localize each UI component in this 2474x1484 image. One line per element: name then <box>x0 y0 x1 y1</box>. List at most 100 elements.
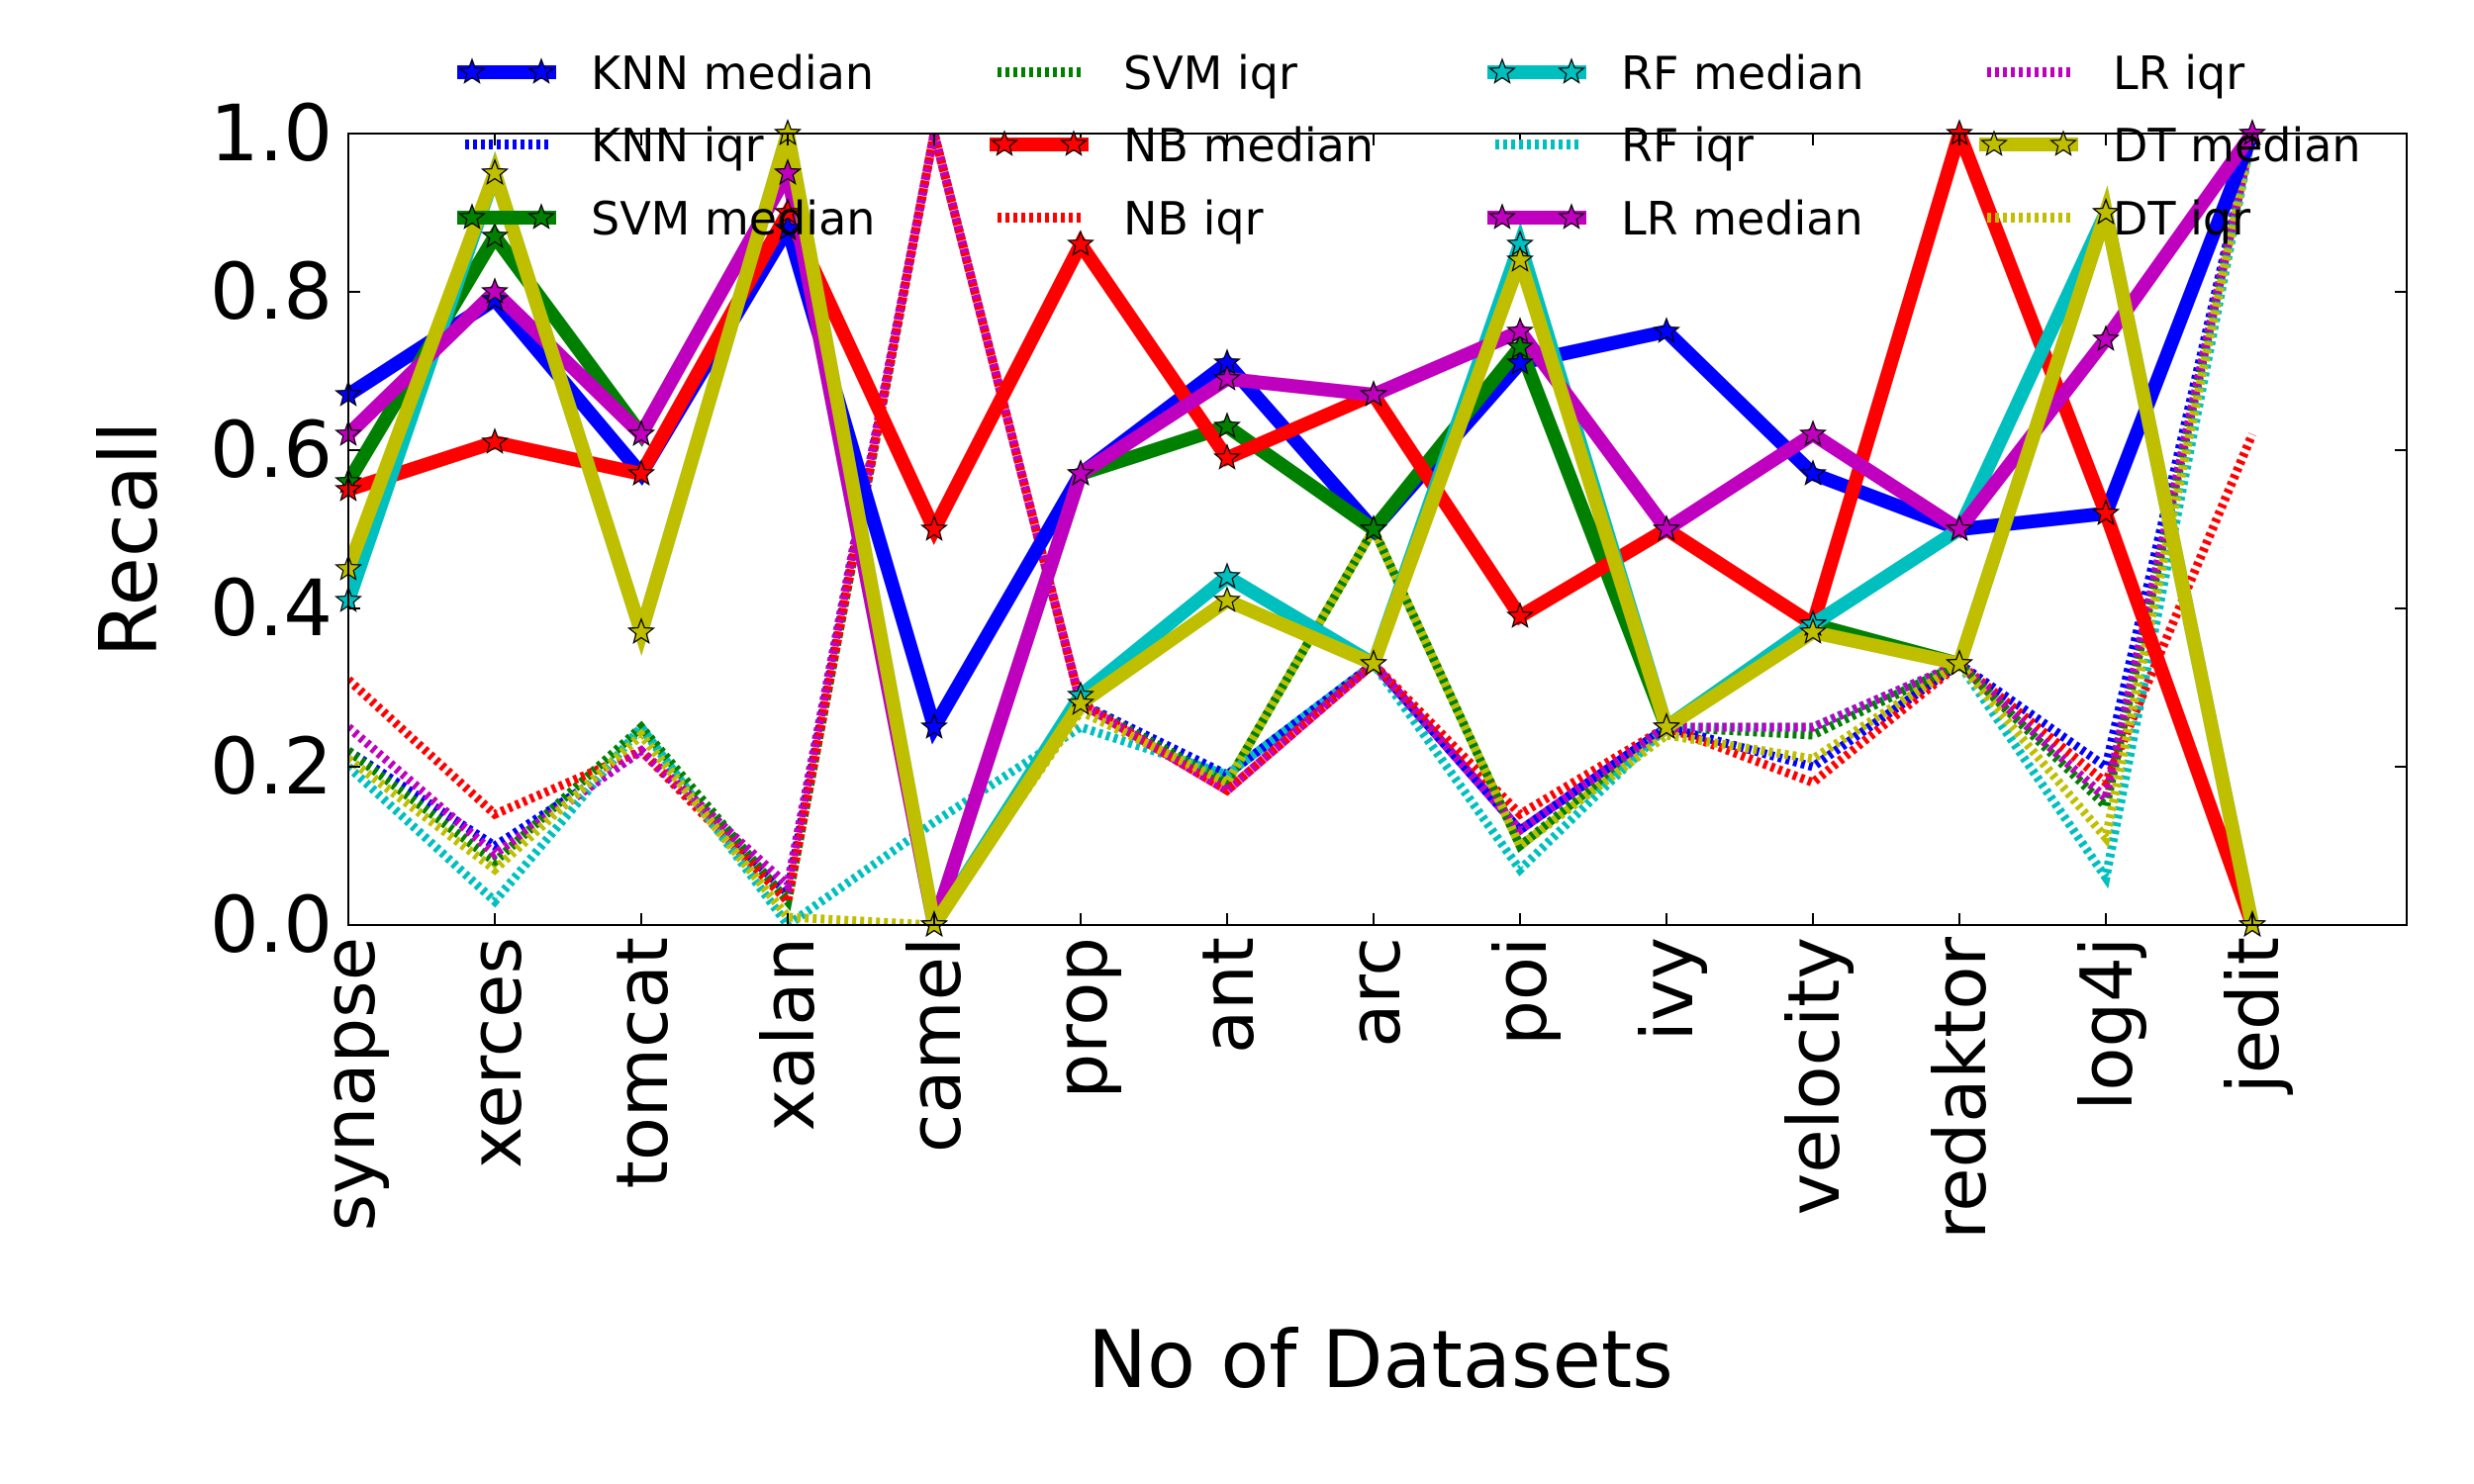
series-line-lr-median <box>348 134 2258 925</box>
series-line-svm-iqr <box>348 134 2257 912</box>
point-nb-median <box>626 459 656 486</box>
x-axis: synapse xerces tomcat xalan camel prop ant arc p… <box>308 134 2295 1240</box>
point-nb-median <box>773 198 803 225</box>
legend-entry-lr-median: LR median <box>1487 192 1863 245</box>
plot-frame <box>347 133 2408 926</box>
x-tick-label-xerces: xerces <box>454 937 537 1168</box>
legend-entry-rf-median: RF median <box>1487 46 1863 100</box>
x-tick-label-arc: arc <box>1333 937 1416 1048</box>
y-tick-label: 0.2 <box>210 723 333 812</box>
y-axis: 0.0 0.2 0.4 0.6 0.8 1.0 <box>210 90 2407 971</box>
legend-label: LR median <box>1621 192 1863 245</box>
y-axis-label: Recall <box>83 421 175 658</box>
point-rf-median <box>1212 562 1242 589</box>
median-lines <box>348 134 2259 925</box>
legend-label: SVM median <box>591 192 875 245</box>
y-tick-label: 1.0 <box>210 90 333 179</box>
y-tick-label: 0.8 <box>210 248 333 337</box>
point-dt-median <box>1212 586 1242 612</box>
x-tick-label-synapse: synapse <box>308 937 391 1231</box>
legend-marker <box>526 57 556 84</box>
x-tick-label-camel: camel <box>894 937 977 1153</box>
legend-entry-dt-median: DT median <box>1979 119 2361 172</box>
point-lr-median <box>1066 459 1095 486</box>
x-axis-label: No of Datasets <box>1088 1314 1673 1406</box>
iqr-lines <box>348 134 2257 925</box>
point-nb-median <box>919 514 949 541</box>
point-lr-median <box>1798 419 1828 446</box>
point-knn-median <box>919 712 949 739</box>
legend-label: KNN iqr <box>591 119 764 172</box>
point-nb-median <box>1505 602 1535 628</box>
point-lr-median <box>2091 325 2121 351</box>
x-tick-label-jedit: jedit <box>2212 937 2295 1095</box>
legend-marker <box>990 130 1019 156</box>
x-tick-label-xalan: xalan <box>747 937 830 1132</box>
legend: KNN median KNN iqr SVM median SVM iqr NB med… <box>457 46 2361 245</box>
legend-marker <box>457 203 487 230</box>
series-line-nb-median <box>348 134 2259 925</box>
point-lr-median <box>626 419 656 446</box>
legend-label: DT iqr <box>2113 192 2250 245</box>
legend-label: NB iqr <box>1123 192 1264 245</box>
point-knn-median <box>1652 317 1681 343</box>
point-nb-median <box>1212 443 1242 470</box>
point-svm-median <box>1359 514 1388 541</box>
point-lr-median <box>773 158 803 185</box>
y-tick-label: 0.6 <box>210 407 333 496</box>
x-tick-label-prop: prop <box>1040 937 1123 1098</box>
point-lr-median <box>480 277 510 304</box>
x-tick-label-log4j: log4j <box>2065 937 2148 1111</box>
point-nb-median <box>1066 230 1095 256</box>
point-lr-median <box>1945 514 1974 541</box>
x-tick-label-ant: ant <box>1187 937 1270 1054</box>
point-nb-median <box>480 427 510 454</box>
point-knn-median <box>773 214 803 240</box>
legend-label: LR iqr <box>2113 46 2244 100</box>
point-dt-median <box>1066 689 1095 715</box>
legend-label: DT median <box>2113 119 2361 172</box>
point-svm-median <box>1212 412 1242 438</box>
legend-marker <box>2048 130 2078 156</box>
series-line-dt-median <box>348 134 2259 925</box>
point-svm-median <box>1505 332 1535 359</box>
x-tick-label-poi: poi <box>1479 937 1563 1046</box>
point-dt-median <box>1945 649 1974 676</box>
series-line-dt-iqr <box>348 134 2257 925</box>
y-tick-label: 0.4 <box>210 565 333 654</box>
legend-marker <box>1487 57 1517 84</box>
point-dt-median <box>1505 245 1535 272</box>
point-lr-median <box>1505 317 1535 343</box>
point-knn-median <box>1798 459 1828 486</box>
x-tick-label-redaktor: redaktor <box>1919 937 2002 1240</box>
point-dt-median <box>480 158 510 185</box>
legend-entry-knn-iqr: KNN iqr <box>465 119 764 172</box>
legend-marker <box>526 203 556 230</box>
legend-entry-nb-median: NB median <box>990 119 1374 172</box>
x-tick-label-tomcat: tomcat <box>601 937 684 1188</box>
point-dt-median <box>1359 649 1388 676</box>
point-knn-median <box>1505 348 1535 375</box>
legend-entry-dt-iqr: DT iqr <box>1987 192 2250 245</box>
legend-label: SVM iqr <box>1123 46 1297 100</box>
legend-marker <box>1557 203 1586 230</box>
x-tick-label-velocity: velocity <box>1772 937 1856 1215</box>
legend-label: NB median <box>1123 119 1374 172</box>
legend-marker <box>1979 130 2009 156</box>
legend-entry-lr-iqr: LR iqr <box>1987 46 2244 100</box>
point-lr-median <box>1359 380 1388 407</box>
point-knn-median <box>480 285 510 312</box>
legend-entry-knn-median: KNN median <box>457 46 874 100</box>
legend-marker <box>1557 57 1586 84</box>
point-dt-median <box>2091 198 2121 225</box>
legend-entry-svm-iqr: SVM iqr <box>998 46 1297 100</box>
point-dt-median <box>1798 617 1828 644</box>
point-nb-median <box>2091 499 2121 525</box>
point-dt-median <box>1652 712 1681 739</box>
x-tick-label-ivy: ivy <box>1626 937 1709 1041</box>
legend-label: RF median <box>1621 46 1863 100</box>
point-dt-median <box>626 617 656 644</box>
legend-entry-nb-iqr: NB iqr <box>998 192 1264 245</box>
legend-label: RF iqr <box>1621 119 1754 172</box>
